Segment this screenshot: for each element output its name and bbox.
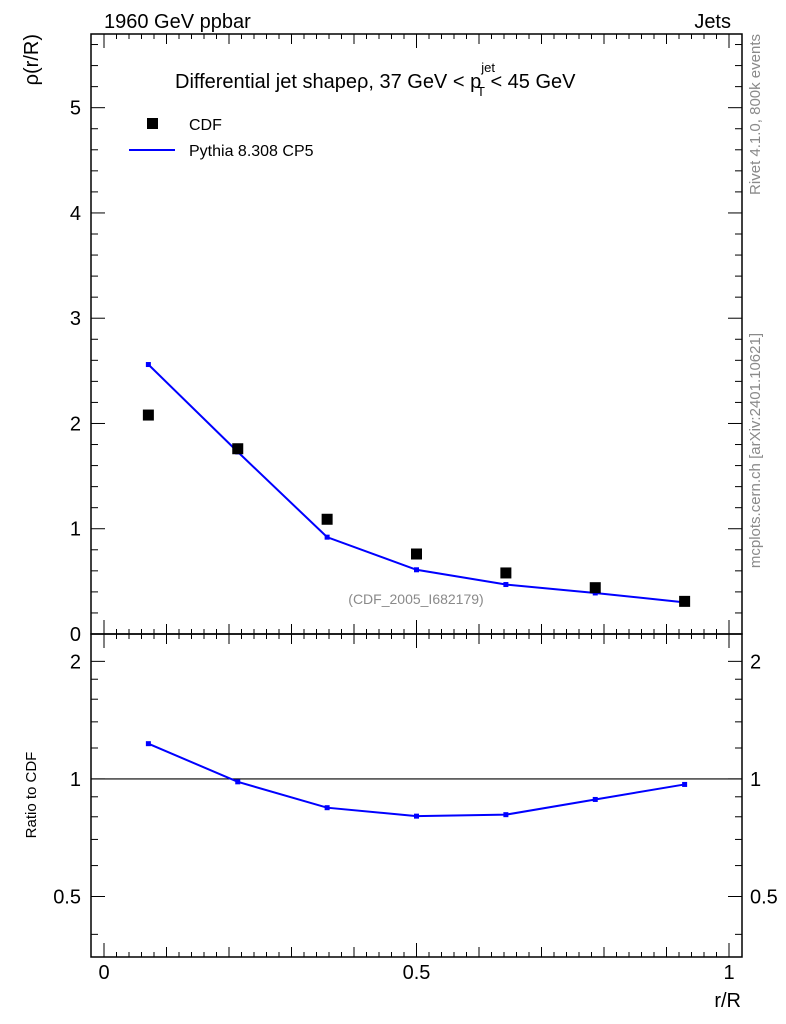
chart-title: Differential jet shapeρ, 37 GeV < pjet T … <box>175 60 576 99</box>
ratio-y-axis-label: Ratio to CDF <box>23 752 40 839</box>
cdf-data-point <box>500 567 512 579</box>
main-y-tick-label: 1 <box>70 519 81 541</box>
pythia-point <box>145 362 151 368</box>
x-tick-label: 1 <box>723 962 734 984</box>
data-layer <box>142 362 691 819</box>
pythia-line <box>147 363 685 604</box>
ratio-point <box>235 779 241 785</box>
pythia-point <box>324 534 330 540</box>
cdf-data-point <box>411 548 422 560</box>
cdf-data-point <box>321 513 333 525</box>
ratio-line <box>147 742 685 818</box>
main-y-tick-label: 3 <box>70 308 81 330</box>
legend-label-cdf: CDF <box>189 117 222 134</box>
ratio-y-tick-label-left: 2 <box>70 651 81 673</box>
pythia-point <box>414 567 419 573</box>
ratio-point <box>592 796 598 802</box>
x-tick-label: 0.5 <box>403 962 431 984</box>
legend-label-pythia: Pythia 8.308 CP5 <box>189 143 314 160</box>
cdf-data-point <box>679 595 691 607</box>
analysis-watermark: (CDF_2005_I682179) <box>348 591 483 607</box>
ratio-y-tick-label-right: 2 <box>750 651 761 673</box>
main-y-tick-label: 4 <box>70 203 81 225</box>
ratio-point <box>324 805 330 811</box>
ratio-point <box>682 781 688 787</box>
header-left-label: 1960 GeV ppbar <box>104 11 251 33</box>
header-right-label: Jets <box>694 11 731 33</box>
ratio-point <box>503 812 509 818</box>
pythia-point <box>503 582 509 588</box>
cdf-data-point <box>142 409 154 421</box>
main-y-tick-label: 5 <box>70 98 81 120</box>
ratio-plot-frame <box>90 633 743 958</box>
ratio-y-tick-label-left: 1 <box>70 769 81 791</box>
axes-layer: 0 1 2 3 4 5 0 0.5 1 0.5 0.5 1 1 2 2 <box>53 33 778 984</box>
ratio-y-tick-label-right: 0.5 <box>750 887 778 909</box>
ratio-point <box>414 813 419 819</box>
ratio-y-tick-label-right: 1 <box>750 769 761 791</box>
main-y-tick-label: 2 <box>70 413 81 435</box>
mcplots-label: mcplots.cern.ch [arXiv:2401.10621] <box>747 333 764 568</box>
legend-marker-cdf <box>147 118 158 129</box>
main-y-axis-label: ρ(r/R) <box>21 34 43 85</box>
cdf-data-point <box>232 443 244 455</box>
x-tick-label: 0 <box>98 962 109 984</box>
ratio-y-tick-label-left: 0.5 <box>53 887 81 909</box>
main-y-tick-label: 0 <box>70 624 81 646</box>
cdf-data-point <box>589 582 601 594</box>
rivet-version-label: Rivet 4.1.0, 800k events <box>747 34 764 195</box>
x-axis-label: r/R <box>714 990 741 1012</box>
ratio-point <box>145 741 151 747</box>
